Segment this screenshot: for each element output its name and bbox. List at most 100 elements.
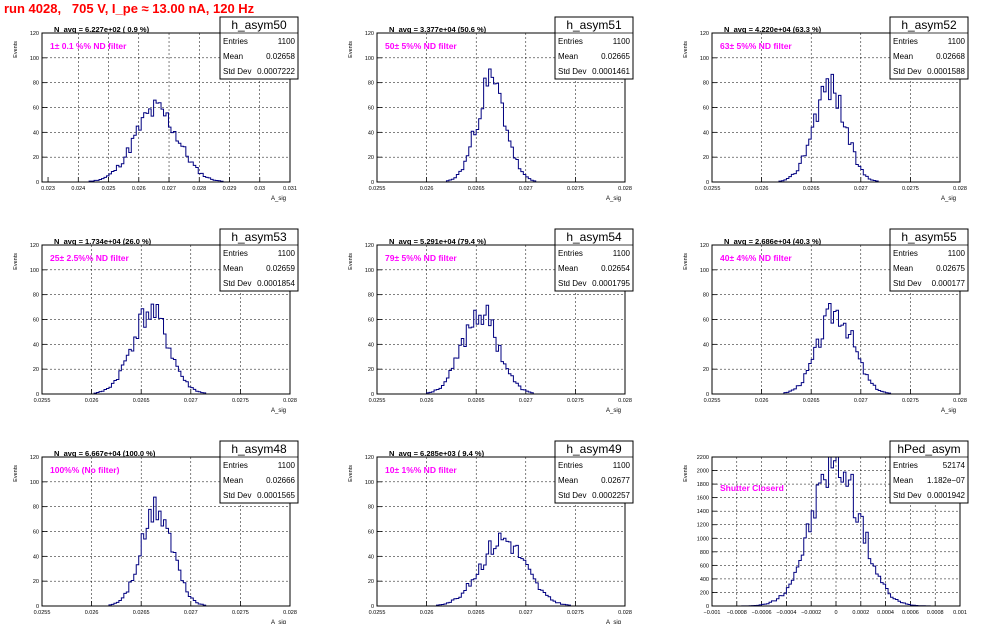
y-tick-label: 0 — [36, 604, 39, 610]
y-tick-label: 0 — [706, 604, 709, 610]
histogram-bars — [712, 302, 960, 395]
y-tick-label: 40 — [368, 342, 374, 348]
stats-label-std: Std Dev — [223, 279, 251, 288]
stats-value-std: 0.0001565 — [257, 491, 295, 500]
y-tick-label: 40 — [368, 554, 374, 560]
y-tick-label: 40 — [703, 342, 709, 348]
filter-annotation: 63± 5%% ND filter — [720, 41, 792, 51]
stats-label-mean: Mean — [558, 476, 578, 485]
x-tick-label: 0.0275 — [232, 610, 249, 616]
y-tick-label: 40 — [33, 342, 39, 348]
histogram-panel-h_asym50: 0.023 0.024 0.025 0.026 0.027 0.028 0.029 0.03 0… — [13, 16, 299, 202]
stats-label-mean: Mean — [558, 52, 578, 61]
filter-annotation: Shutter Closerd — [720, 483, 784, 493]
stats-label-std: Std Dev — [558, 279, 586, 288]
x-tick-label: 0.0275 — [902, 398, 919, 404]
y-axis-title: Events — [683, 253, 689, 270]
stats-label-mean: Mean — [223, 52, 243, 61]
y-tick-label: 60 — [368, 530, 374, 536]
y-tick-label: 80 — [33, 293, 39, 299]
navg-label: N_avg = 3.377e+04 (50.6 %) — [389, 25, 487, 34]
stats-value-entries: 1100 — [613, 249, 631, 258]
filter-annotation: 50± 5%% ND filter — [385, 41, 457, 51]
y-tick-label: 80 — [703, 81, 709, 87]
stats-value-std: 0.0001942 — [927, 491, 965, 500]
y-tick-label: 80 — [33, 81, 39, 87]
x-tick-label: 0.027 — [854, 398, 868, 404]
histogram-name: h_asym49 — [566, 442, 622, 456]
x-tick-label: 0.0008 — [927, 610, 944, 616]
stats-label-std: Std Dev — [223, 67, 251, 76]
stats-label-mean: Mean — [558, 264, 578, 273]
y-tick-label: 0 — [371, 604, 374, 610]
y-tick-label: 100 — [365, 480, 374, 486]
stats-label-entries: Entries — [893, 37, 918, 46]
x-tick-label: −0.0006 — [752, 610, 772, 616]
histogram-panel-h_asym53: 0.0255 0.026 0.0265 0.027 0.0275 0.028 0 20 40 60… — [13, 228, 299, 414]
histogram-name: hPed_asym — [897, 442, 960, 456]
x-tick-label: 0.0255 — [34, 610, 51, 616]
x-tick-label: 0.0255 — [369, 610, 386, 616]
filter-annotation: 10± 1%% ND filter — [385, 465, 457, 475]
stats-value-std: 0.0007222 — [257, 67, 295, 76]
x-axis-title: A_sig — [271, 620, 286, 624]
filter-annotation: 25± 2.5%% ND filter — [50, 253, 130, 263]
stats-label-entries: Entries — [558, 37, 583, 46]
x-tick-label: 0.028 — [953, 398, 967, 404]
y-tick-label: 60 — [33, 530, 39, 536]
x-tick-label: 0.0255 — [704, 186, 721, 192]
histogram-panel-h_asym49: 0.0255 0.026 0.0265 0.027 0.0275 0.028 0 20 40 60… — [348, 440, 634, 624]
x-tick-label: 0.023 — [41, 186, 55, 192]
x-axis-title: A_sig — [941, 408, 956, 414]
y-tick-label: 0 — [706, 180, 709, 186]
y-tick-label: 80 — [368, 293, 374, 299]
stats-value-entries: 1100 — [613, 461, 631, 470]
stats-label-entries: Entries — [558, 249, 583, 258]
stats-label-std: Std Dev — [223, 491, 251, 500]
stats-value-std: 0.0001588 — [927, 67, 965, 76]
x-tick-label: 0.028 — [618, 398, 632, 404]
histogram-panel-hPed_asym: −0.001 −0.0008 −0.0006 −0.0004 −0.0002 0 0.000… — [683, 440, 969, 616]
x-axis-title: A_sig — [941, 196, 956, 202]
page-title: run 4028, 705 V, I_pe ≈ 13.00 nA, 120 Hz — [4, 1, 255, 16]
stats-value-mean: 0.02654 — [601, 264, 630, 273]
stats-value-mean: 0.02665 — [601, 52, 630, 61]
navg-label: N_avg = 5.291e+04 (79.4 %) — [389, 237, 487, 246]
histogram-panel-h_asym55: 0.0255 0.026 0.0265 0.027 0.0275 0.028 0 20 40 60… — [683, 228, 969, 414]
filter-annotation: 79± 5%% ND filter — [385, 253, 457, 263]
x-tick-label: 0.0275 — [567, 610, 584, 616]
plot-frame — [41, 32, 291, 183]
x-tick-label: 0.026 — [755, 398, 769, 404]
filter-annotation: 100%% (No filter) — [50, 465, 120, 475]
stats-value-mean: 0.02659 — [266, 264, 295, 273]
y-tick-label: 80 — [33, 505, 39, 511]
y-tick-label: 400 — [700, 577, 709, 583]
stats-label-mean: Mean — [893, 52, 913, 61]
histogram-name: h_asym53 — [231, 230, 287, 244]
x-tick-label: 0.0265 — [468, 186, 485, 192]
y-tick-label: 100 — [30, 56, 39, 62]
stats-label-mean: Mean — [893, 476, 913, 485]
stats-label-entries: Entries — [223, 37, 248, 46]
x-tick-label: 0.027 — [184, 398, 198, 404]
x-tick-label: 0.029 — [223, 186, 237, 192]
stats-value-std: 0.0001461 — [592, 67, 630, 76]
stats-label-mean: Mean — [223, 476, 243, 485]
histogram-panel-h_asym54: 0.0255 0.026 0.0265 0.027 0.0275 0.028 0 20 40 60… — [348, 228, 634, 414]
filter-annotation: 40± 4%% ND filter — [720, 253, 792, 263]
y-tick-label: 60 — [33, 318, 39, 324]
y-tick-label: 1200 — [697, 523, 709, 529]
plot-frame — [711, 456, 961, 607]
y-axis-title: Events — [348, 465, 354, 482]
y-tick-label: 20 — [368, 155, 374, 161]
histogram-bars — [377, 68, 625, 183]
stats-label-entries: Entries — [223, 249, 248, 258]
x-tick-label: 0.0255 — [369, 186, 386, 192]
stats-label-entries: Entries — [223, 461, 248, 470]
stats-box — [219, 16, 299, 80]
x-tick-label: 0.027 — [519, 186, 533, 192]
plot-frame — [376, 32, 626, 183]
plot-frame — [376, 244, 626, 395]
x-tick-label: 0.027 — [184, 610, 198, 616]
